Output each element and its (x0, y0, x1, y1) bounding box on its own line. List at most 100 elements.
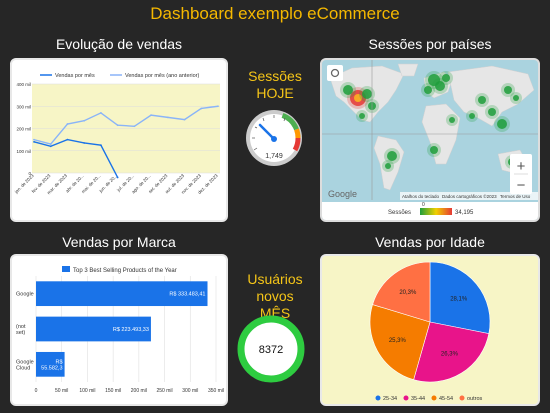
pie-slice-label: 20,3% (399, 290, 417, 296)
line-point (116, 124, 119, 127)
bar-x-tick-label: 350 mil (208, 388, 224, 394)
age-pie-chart-panel: 28,1% 26,3% 25,3% 20,3% 25-34 35-44 45-54 outr… (320, 254, 540, 406)
line-point (116, 176, 119, 179)
brand-bar-value: R$ 223.493,33 (113, 327, 149, 333)
pie-legend-swatch (403, 395, 409, 401)
map-zoom-out-button[interactable]: − (517, 177, 526, 194)
map-legend-gradient (420, 208, 452, 215)
asia-shape (447, 65, 535, 127)
map-legend-max: 34,195 (455, 210, 474, 216)
map-session-dot[interactable] (488, 108, 496, 116)
pie-slice-45-54[interactable] (369, 304, 431, 381)
sessions-today-label-line1: Sessões (248, 68, 302, 84)
gauge-needle (258, 123, 276, 141)
sessions-today-label-line2: HOJE (256, 85, 294, 101)
new-users-value: 8372 (259, 344, 283, 356)
sessions-map-panel[interactable]: + − Google Atalhos do teclado Dados cart… (320, 58, 540, 222)
pie-slice-25-34[interactable] (429, 261, 491, 334)
gauge-green-band (281, 113, 299, 131)
line-point (66, 138, 69, 141)
pie-slice-label: 28,1% (450, 296, 468, 302)
line-point (49, 143, 52, 145)
bar-legend-swatch (62, 266, 70, 272)
pie-legend-label: 45-54 (439, 396, 453, 402)
line-point (200, 107, 203, 110)
brand-bar[interactable] (36, 316, 151, 342)
brand-bar-value: R$ 55.582,3 (41, 359, 62, 371)
south-america-shape (373, 135, 405, 191)
brand-category-label: (not set) (16, 324, 26, 336)
sessions-gauge: 1,749 (246, 110, 302, 166)
map-session-dot[interactable] (478, 96, 486, 104)
fullscreen-icon (330, 68, 340, 78)
map-fullscreen-button[interactable] (327, 65, 343, 81)
map-session-dot[interactable] (504, 86, 512, 94)
sessions-country-section-title: Sessões por países (368, 36, 492, 52)
age-section-title: Vendas por Idade (375, 234, 485, 250)
new-users-label-line1: Usuários novos (247, 271, 303, 304)
line-y-tick-label: 400 mil (16, 82, 31, 87)
line-y-tick-label: 0 (28, 171, 31, 176)
bar-x-tick-label: 200 mil (131, 388, 147, 394)
map-session-dot[interactable] (385, 163, 391, 169)
bar-legend-label: Top 3 Best Selling Products of the Year (73, 268, 177, 274)
map-session-dot[interactable] (359, 113, 365, 119)
pie-slice-label: 26,3% (441, 352, 459, 358)
map-session-dot[interactable] (430, 146, 438, 154)
map-session-dot[interactable] (449, 117, 455, 123)
pie-legend-label: 25-34 (383, 396, 397, 402)
map-session-dot-core (354, 94, 362, 102)
map-session-dot[interactable] (497, 119, 507, 129)
sales-section-title: Evolução de vendas (55, 36, 183, 52)
sales-line-chart-panel: 0 100 mil 200 mil 300 mil 400 mil jan. de 20… (10, 58, 228, 222)
line-point (83, 142, 86, 144)
map-session-dot[interactable] (424, 86, 432, 94)
bar-x-tick-label: 250 mil (157, 388, 173, 394)
bar-x-tick-label: 100 mil (79, 388, 95, 394)
pie-slice-35-44[interactable] (413, 321, 490, 383)
pie-legend-swatch (431, 395, 437, 401)
new-users-scorecard: 8372 (237, 315, 305, 383)
brand-bar[interactable] (36, 351, 65, 377)
map-session-dot[interactable] (435, 81, 445, 91)
map-attribution-shortcuts[interactable]: Atalhos do teclado (402, 194, 440, 199)
map-attribution-terms[interactable]: Termos de Uso (500, 194, 531, 199)
map-attribution-data[interactable]: Dados cartográficos ©2023 (442, 193, 497, 199)
page-title: Dashboard exemplo eCommerce (150, 4, 400, 23)
map-session-dot[interactable] (442, 74, 450, 82)
gauge-red-band (292, 137, 301, 152)
line-point (49, 145, 52, 148)
bar-x-tick-label: 50 mil (55, 388, 68, 394)
gauge-hub (271, 136, 277, 142)
brand-bar-value: R$ 333.483,41 (169, 292, 205, 298)
bar-x-tick-label: 150 mil (105, 388, 121, 394)
line-series-Vendas por mês (33, 138, 119, 178)
line-point (133, 125, 136, 128)
pie-legend-label: 35-44 (411, 396, 425, 402)
sessions-today-value: 1,749 (265, 153, 283, 160)
line-point (66, 123, 69, 125)
map-session-dot[interactable] (362, 89, 372, 99)
map-session-dot[interactable] (343, 85, 353, 95)
sessions-world-map[interactable]: + − Google Atalhos do teclado Dados cart… (322, 60, 538, 220)
map-session-dot[interactable] (513, 95, 519, 101)
brand-section-title: Vendas por Marca (62, 234, 176, 250)
line-point (83, 119, 86, 122)
sessions-today-label: Sessões HOJE (238, 68, 312, 102)
map-session-dot[interactable] (469, 113, 475, 119)
line-point (100, 112, 102, 114)
pie-slice-outros[interactable] (372, 261, 431, 323)
brand-bar[interactable] (36, 281, 208, 307)
pie-slice-label: 25,3% (389, 338, 407, 344)
new-users-ring (237, 315, 305, 383)
brand-category-label: Google Cloud (16, 359, 34, 371)
map-attribution-bg (400, 192, 538, 200)
bar-x-tick-label: 0 (35, 388, 38, 394)
gauge-orange-band (294, 128, 301, 139)
map-session-dot[interactable] (387, 151, 397, 161)
line-point (100, 144, 102, 147)
map-zoom-in-button[interactable]: + (517, 158, 526, 175)
line-point (183, 118, 186, 121)
line-series-Vendas por mês (ano anterior) (33, 105, 219, 145)
